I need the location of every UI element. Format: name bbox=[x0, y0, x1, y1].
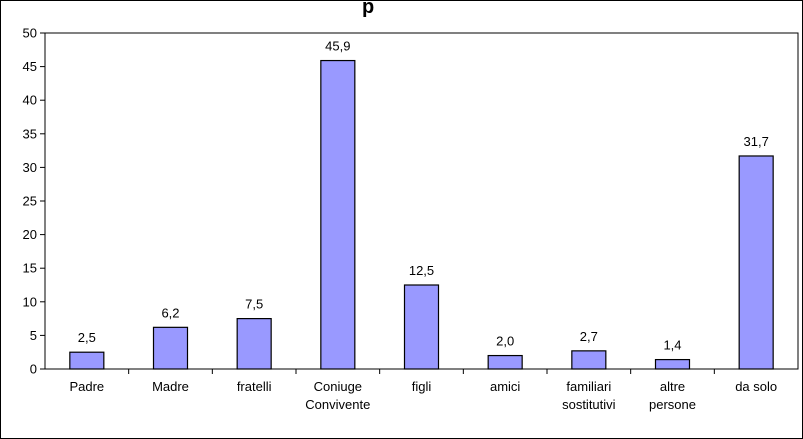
chart-title: p bbox=[362, 0, 374, 18]
bar bbox=[152, 326, 189, 370]
y-tick-label: 40 bbox=[23, 93, 37, 108]
x-tick-label: Coniuge bbox=[314, 379, 362, 394]
data-label: 2,5 bbox=[78, 330, 96, 345]
y-tick-label: 45 bbox=[23, 59, 37, 74]
bar-series bbox=[69, 59, 774, 370]
y-tick-label: 25 bbox=[23, 194, 37, 209]
bar bbox=[654, 358, 691, 370]
x-tick-label: figli bbox=[412, 379, 432, 394]
y-tick-label: 35 bbox=[23, 126, 37, 141]
bar bbox=[69, 351, 105, 370]
y-tick-label: 20 bbox=[23, 227, 37, 242]
data-label: 2,0 bbox=[496, 334, 514, 349]
data-label: 31,7 bbox=[744, 134, 769, 149]
bar bbox=[487, 354, 523, 370]
x-tick-label: amici bbox=[490, 379, 520, 394]
bar bbox=[320, 59, 356, 370]
y-tick-label: 5 bbox=[30, 328, 37, 343]
data-label: 6,2 bbox=[161, 305, 179, 320]
y-axis: 0 5 10 15 20 25 30 35 40 45 50 bbox=[23, 26, 45, 377]
x-tick-label: persone bbox=[649, 397, 696, 412]
y-tick-label: 50 bbox=[23, 26, 37, 41]
bar bbox=[236, 318, 272, 370]
x-tick-label: da solo bbox=[735, 379, 777, 394]
x-tick-label: Convivente bbox=[305, 397, 370, 412]
x-tick-label: fratelli bbox=[237, 379, 272, 394]
x-tick-label: Madre bbox=[152, 379, 189, 394]
y-tick-label: 10 bbox=[23, 294, 37, 309]
x-tick-label: sostitutivi bbox=[562, 397, 616, 412]
bar bbox=[403, 284, 440, 370]
x-tick-label: familiari bbox=[566, 379, 611, 394]
data-label: 1,4 bbox=[663, 338, 681, 353]
bar bbox=[571, 350, 607, 370]
data-label: 2,7 bbox=[580, 329, 598, 344]
data-label: 45,9 bbox=[325, 39, 350, 54]
data-label: 7,5 bbox=[245, 297, 263, 312]
y-tick-label: 15 bbox=[23, 261, 37, 276]
y-tick-label: 0 bbox=[30, 362, 37, 377]
bar bbox=[738, 155, 774, 370]
x-tick-label: altre bbox=[660, 379, 685, 394]
y-tick-label: 30 bbox=[23, 160, 37, 175]
value-labels: 2,5 6,2 7,5 45,9 12,5 2,0 2,7 1,4 31,7 bbox=[78, 39, 769, 353]
data-label: 12,5 bbox=[409, 263, 434, 278]
x-tick-label: Padre bbox=[69, 379, 104, 394]
x-axis: Padre Madre fratelli Coniuge Convivente figli… bbox=[69, 369, 777, 412]
